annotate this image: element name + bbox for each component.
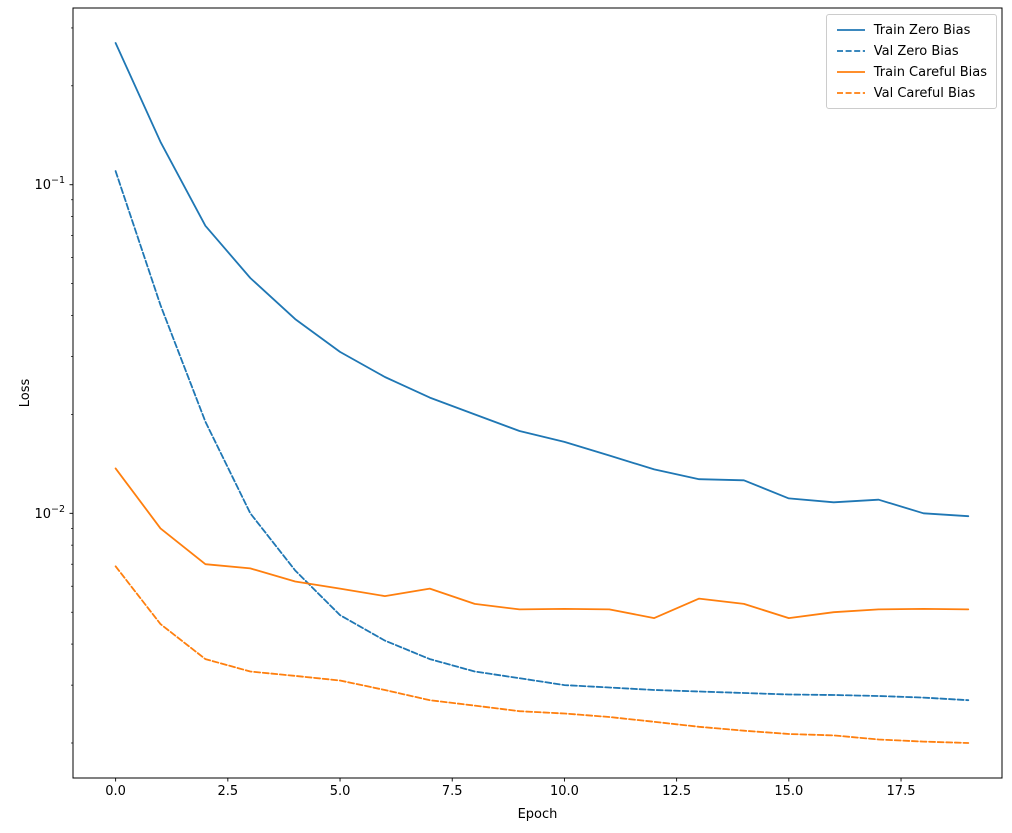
series-val-zero-bias (114, 170, 970, 702)
legend-line-sample (836, 92, 865, 94)
x-tick-label: 17.5 (887, 784, 916, 799)
x-tick-label: 2.5 (217, 784, 238, 799)
legend-entry: Val Careful Bias (836, 84, 987, 102)
legend: Train Zero Bias Val Zero Bias Train Carefu… (825, 14, 997, 109)
legend-line-sample (836, 29, 865, 31)
y-axis-label: Loss (18, 379, 33, 408)
y-tick-label: 10−1 (34, 175, 65, 193)
x-tick-label: 10.0 (550, 784, 579, 799)
legend-entry: Train Zero Bias (836, 21, 987, 39)
legend-label: Train Careful Bias (873, 64, 987, 80)
x-tick-label: 15.0 (774, 784, 803, 799)
legend-label: Val Careful Bias (873, 85, 976, 101)
legend-entry: Val Zero Bias (836, 42, 987, 60)
legend-label: Val Zero Bias (873, 43, 959, 59)
x-tick-label: 5.0 (330, 784, 351, 799)
legend-label: Train Zero Bias (873, 22, 971, 38)
x-tick-label: 0.0 (105, 784, 126, 799)
legend-line-sample (836, 71, 865, 73)
x-axis-label: Epoch (518, 807, 558, 822)
series-train-zero-bias (114, 42, 970, 518)
x-tick-label: 12.5 (662, 784, 691, 799)
legend-line-sample (836, 50, 865, 52)
x-tick-label: 7.5 (442, 784, 463, 799)
legend-entry: Train Careful Bias (836, 63, 987, 81)
axes-spines (72, 7, 1003, 779)
series-train-careful-bias (114, 467, 970, 619)
y-tick-label: 10−2 (34, 504, 65, 522)
series-val-careful-bias (114, 565, 970, 744)
